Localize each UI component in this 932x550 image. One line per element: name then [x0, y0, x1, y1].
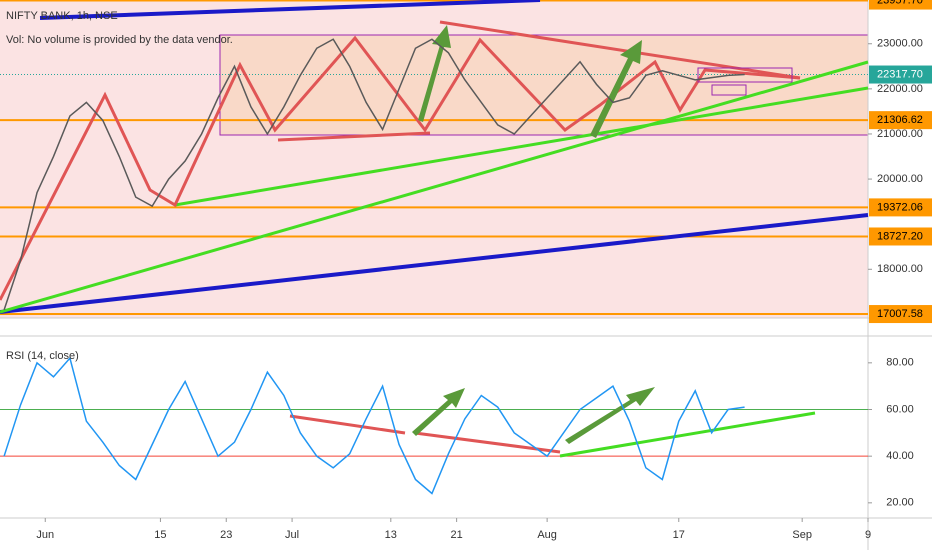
drawings [0, 0, 869, 458]
x-tick-label: Jul [285, 529, 299, 541]
y-tick-label: 22000.00 [877, 83, 923, 95]
level-label: 21306.62 [877, 114, 923, 126]
level-label: 17007.58 [877, 308, 923, 320]
trendline [0, 60, 869, 314]
x-tick-label: Jun [36, 529, 54, 541]
y-tick-label: 23000.00 [877, 38, 923, 50]
chart-title: NIFTY BANK, 1h, NSE [6, 10, 118, 22]
y-tick-label: 20.00 [886, 497, 914, 509]
x-tick-label: 15 [154, 529, 166, 541]
rsi-title: RSI (14, close) [6, 350, 79, 362]
y-tick-label: 21000.00 [877, 128, 923, 140]
x-tick-label: 9 [865, 529, 871, 541]
level-label: 18727.20 [877, 230, 923, 242]
trendline [289, 414, 406, 435]
trendline [277, 131, 431, 142]
price-line [3, 38, 745, 311]
arrow [565, 387, 655, 444]
arrow [412, 388, 465, 436]
grid [0, 0, 872, 522]
box [697, 67, 793, 83]
trendline [39, 0, 541, 20]
x-tick-label: Sep [792, 529, 812, 541]
last-price-label: 22317.70 [877, 68, 923, 80]
level-label-bg [869, 111, 932, 130]
trendline [559, 411, 816, 458]
level-label-bg [869, 0, 932, 10]
y-tick-label: 20000.00 [877, 173, 923, 185]
level-label: 19372.06 [877, 201, 923, 213]
trendline [174, 86, 869, 207]
trendline [0, 213, 869, 314]
level-label-bg [869, 227, 932, 246]
range-box [219, 34, 869, 136]
arrow [418, 25, 451, 122]
labels: 18000.00 20000.00 21000.00 22000.00 23000.00… [36, 0, 932, 541]
y-tick-label: 80.00 [886, 357, 914, 369]
last-price-bg [869, 65, 932, 84]
box [711, 84, 747, 96]
x-tick-label: 21 [451, 529, 463, 541]
x-tick-label: 17 [673, 529, 685, 541]
level-label-bg [869, 305, 932, 324]
level-label-bg [869, 198, 932, 217]
level-label: 23957.70 [877, 0, 923, 6]
x-tick-label: 13 [385, 529, 397, 541]
y-tick-label: 40.00 [886, 450, 914, 462]
x-tick-label: Aug [537, 529, 557, 541]
x-tick-label: 23 [220, 529, 232, 541]
y-tick-label: 18000.00 [877, 263, 923, 275]
price-line [3, 356, 745, 495]
series [3, 38, 745, 495]
trendline [439, 20, 801, 80]
arrow [590, 40, 642, 138]
y-tick-label: 60.00 [886, 403, 914, 415]
chart-subtitle: Vol: No volume is provided by the data v… [6, 34, 233, 46]
